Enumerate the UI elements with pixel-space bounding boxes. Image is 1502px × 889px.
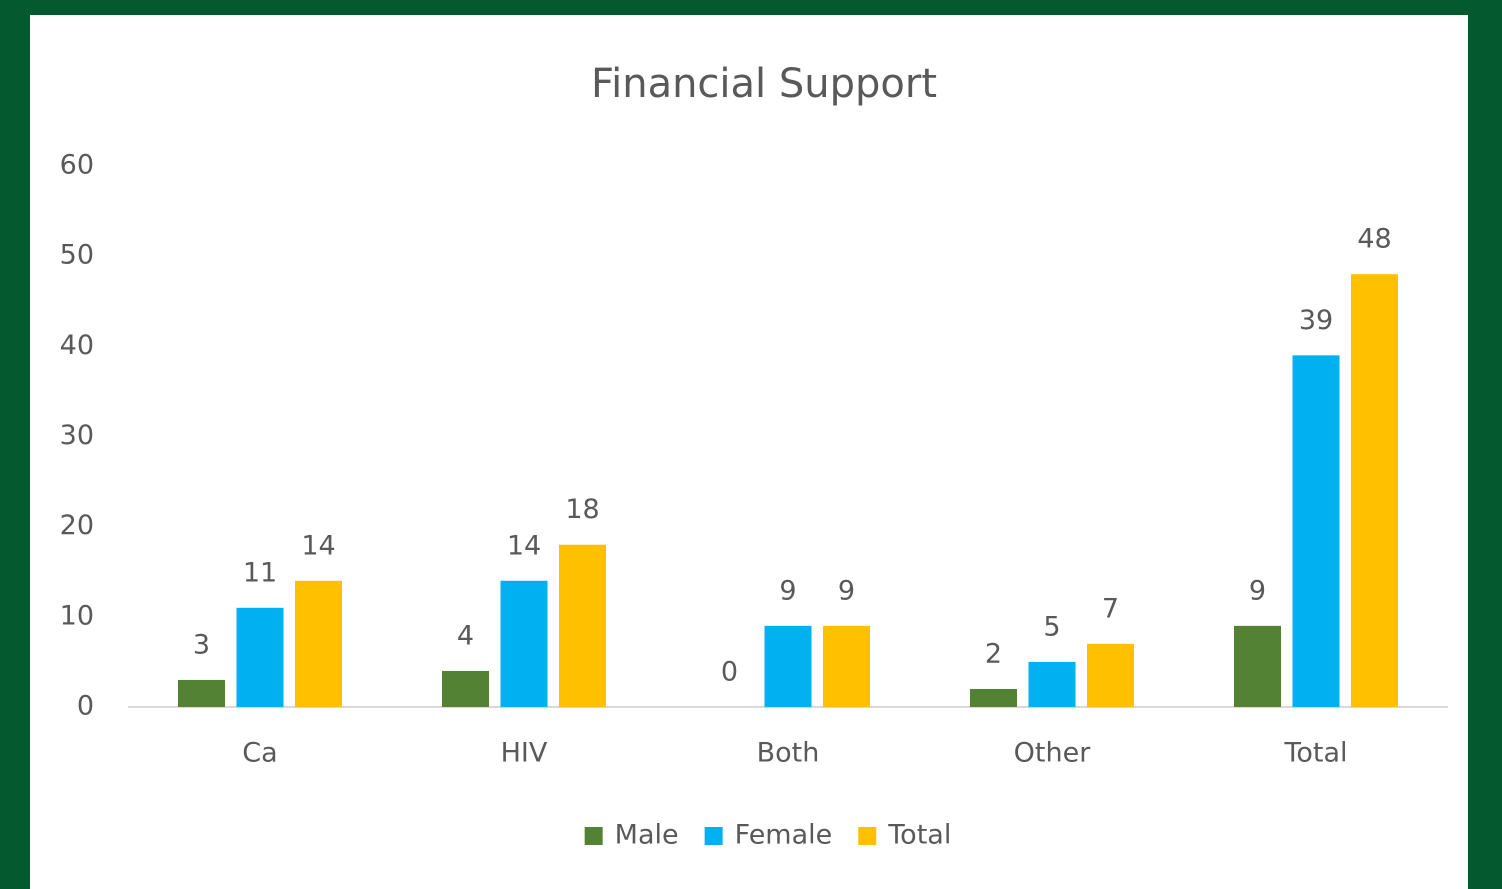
data-label: 11 [243,557,277,588]
y-tick-label: 30 [60,420,94,451]
bar [970,688,1017,707]
data-label: 39 [1299,305,1333,336]
chart-title: Financial Support [591,61,937,107]
legend-swatch [858,827,877,845]
data-label: 3 [193,629,210,660]
y-tick-label: 50 [60,240,94,271]
data-label: 48 [1357,224,1391,255]
legend-label: Male [615,820,679,851]
x-tick-label: Total [1283,738,1347,769]
x-tick-label: Both [757,738,820,769]
legend-swatch [704,827,723,845]
y-tick-label: 20 [60,510,94,541]
y-tick-label: 0 [77,691,94,722]
legend-swatch [584,827,603,845]
bar [178,679,225,707]
data-label: 0 [721,657,738,688]
y-tick-label: 40 [60,330,94,361]
bar [559,544,606,707]
bar [295,580,342,707]
bar [1292,355,1340,707]
data-label: 4 [457,620,474,651]
legend-label: Total [887,820,951,851]
bar [823,625,870,707]
data-label: 18 [565,494,599,525]
x-tick-label: Other [1014,738,1092,769]
data-label: 9 [838,575,855,606]
y-tick-label: 10 [60,600,94,631]
bar [500,580,548,707]
bar [236,607,284,707]
data-label: 7 [1102,593,1119,624]
data-label: 14 [507,530,541,561]
data-label: 9 [779,575,796,606]
data-label: 2 [985,638,1002,669]
bar [442,670,489,707]
y-tick-label: 60 [60,150,94,181]
data-label: 9 [1249,575,1266,606]
bar [764,625,812,707]
bar [1028,661,1076,707]
data-label: 14 [301,530,335,561]
x-tick-label: Ca [242,738,277,769]
bar [1087,643,1134,707]
chart-area [30,15,1468,889]
legend-label: Female [735,820,833,851]
x-tick-label: HIV [501,738,548,769]
bar [1351,274,1398,707]
data-label: 5 [1043,611,1060,642]
bar [1234,625,1281,707]
